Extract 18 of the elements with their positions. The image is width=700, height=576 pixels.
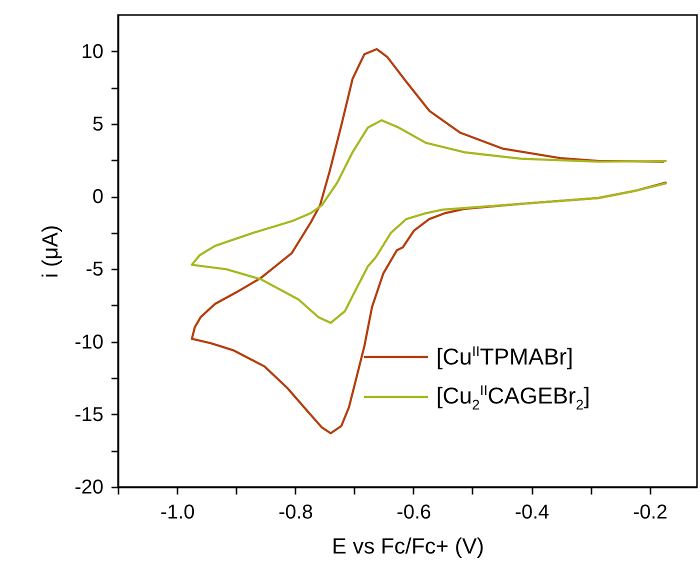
legend-label: [Cu$^{II}$TPMABr]: [436, 343, 574, 371]
y-tick-label: 5: [92, 113, 104, 136]
y-axis-title: i (μA): [38, 224, 63, 278]
x-axis-title: E vs Fc/Fc+ (V): [332, 534, 484, 558]
x-tick-label: -0.8: [278, 502, 313, 524]
y-tick-label: -5: [86, 258, 104, 281]
x-tick-label: -0.6: [396, 502, 432, 524]
y-tick-label: 0: [92, 186, 104, 208]
y-tick-label: -20: [74, 476, 104, 498]
line-series: [190, 48, 667, 434]
legend-label: [Cu$_{2}$$^{II}$CAGEBr$_{2}$]: [436, 382, 590, 412]
x-tick-label: -0.4: [514, 502, 550, 524]
y-tick-label: -15: [74, 404, 104, 426]
line-series: [190, 119, 667, 324]
x-tick-label: -0.2: [633, 502, 668, 524]
y-tick-label: -10: [74, 331, 104, 354]
y-tick-label: 10: [81, 40, 104, 63]
x-tick-label: -1.0: [160, 502, 195, 524]
